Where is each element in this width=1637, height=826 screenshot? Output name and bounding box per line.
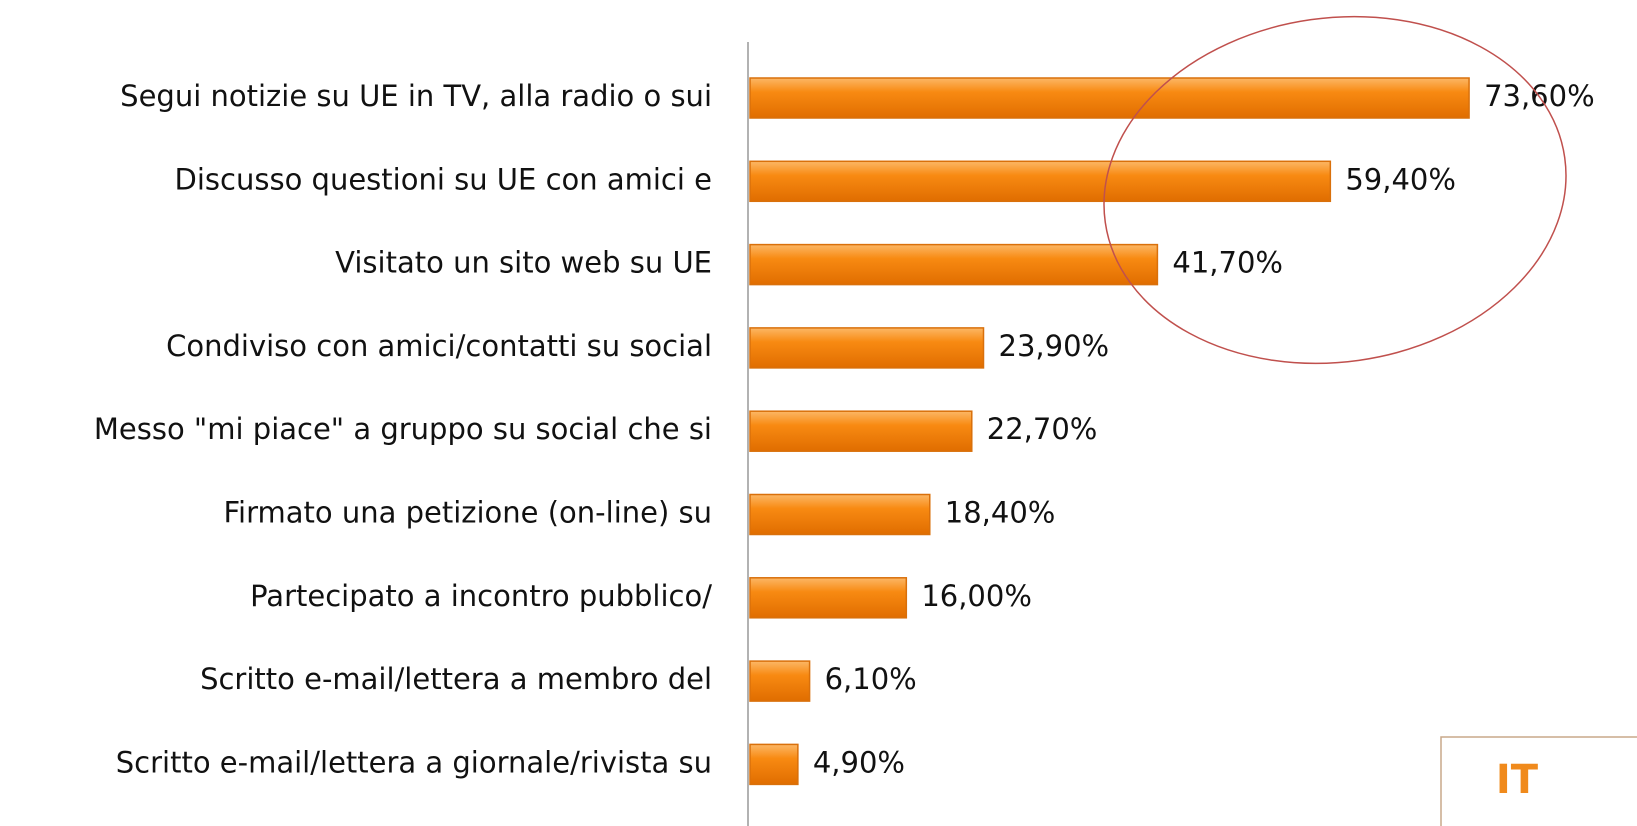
value-label: 59,40% [1345,162,1456,196]
bar [749,160,1332,203]
value-label: 6,10% [825,662,917,696]
highlight-ellipse [1103,15,1567,365]
category-label: Condiviso con amici/contatti su social [166,329,712,363]
category-label: Scritto e-mail/lettera a giornale/rivist… [116,745,712,779]
value-label: 23,90% [999,329,1110,363]
badge-box [1440,736,1637,826]
bar [749,743,799,786]
category-label: Partecipato a incontro pubblico/ [250,579,712,613]
category-label: Segui notizie su UE in TV, alla radio o … [120,79,712,113]
category-label: Discusso questioni su UE con amici e [175,162,712,196]
value-label: 4,90% [813,745,905,779]
bar [749,493,931,536]
bar [749,410,973,452]
bar [749,243,1159,286]
value-label: 16,00% [921,579,1032,613]
category-label: Messo "mi piace" a gruppo su social che … [94,412,712,446]
bar [749,327,985,369]
bar [749,577,908,619]
category-label: Firmato una petizione (on-line) su [223,496,712,530]
value-label: 22,70% [987,412,1098,446]
value-label: 18,40% [945,496,1056,530]
category-label: Scritto e-mail/lettera a membro del [200,662,712,696]
badge-text: IT [1496,757,1539,803]
bar [749,660,811,702]
bar [749,77,1470,119]
category-label: Visitato un sito web su UE [335,246,712,280]
value-label: 41,70% [1172,246,1283,280]
